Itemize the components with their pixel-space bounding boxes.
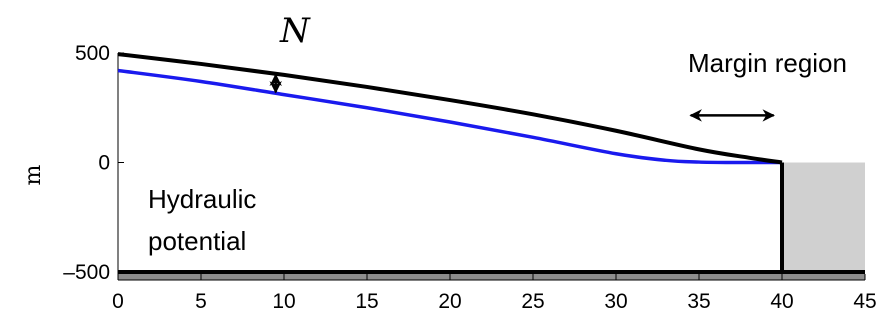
y-ticks: 500 0 –500 bbox=[63, 42, 124, 284]
y-tick-label: –500 bbox=[63, 261, 110, 284]
x-tick-label: 30 bbox=[604, 290, 627, 313]
x-tick-label: 20 bbox=[438, 290, 461, 313]
margin-region-label: Margin region bbox=[688, 48, 847, 78]
y-tick-label: 0 bbox=[98, 152, 110, 175]
n-symbol: N bbox=[279, 11, 311, 51]
hydraulic-label-line1: Hydraulic bbox=[148, 184, 256, 214]
x-ticks: 0 5 10 15 20 25 30 35 40 45 bbox=[112, 274, 877, 313]
hydraulic-label-line2: potential bbox=[148, 226, 246, 256]
x-tick-label: 5 bbox=[195, 290, 207, 313]
x-tick-label: 35 bbox=[687, 290, 710, 313]
x-tick-label: 10 bbox=[272, 290, 295, 313]
x-tick-label: 45 bbox=[853, 290, 876, 313]
x-tick-label: 25 bbox=[521, 290, 544, 313]
ocean-region bbox=[782, 162, 865, 272]
x-tick-label: 0 bbox=[112, 290, 124, 313]
y-axis-label: m bbox=[21, 164, 46, 185]
series-surface-line bbox=[117, 52, 783, 165]
series-hydraulic-line bbox=[117, 68, 782, 165]
x-tick-label: 40 bbox=[770, 290, 793, 313]
bed-band bbox=[118, 272, 865, 280]
y-tick-label: 500 bbox=[75, 42, 110, 65]
x-tick-label: 15 bbox=[355, 290, 378, 313]
